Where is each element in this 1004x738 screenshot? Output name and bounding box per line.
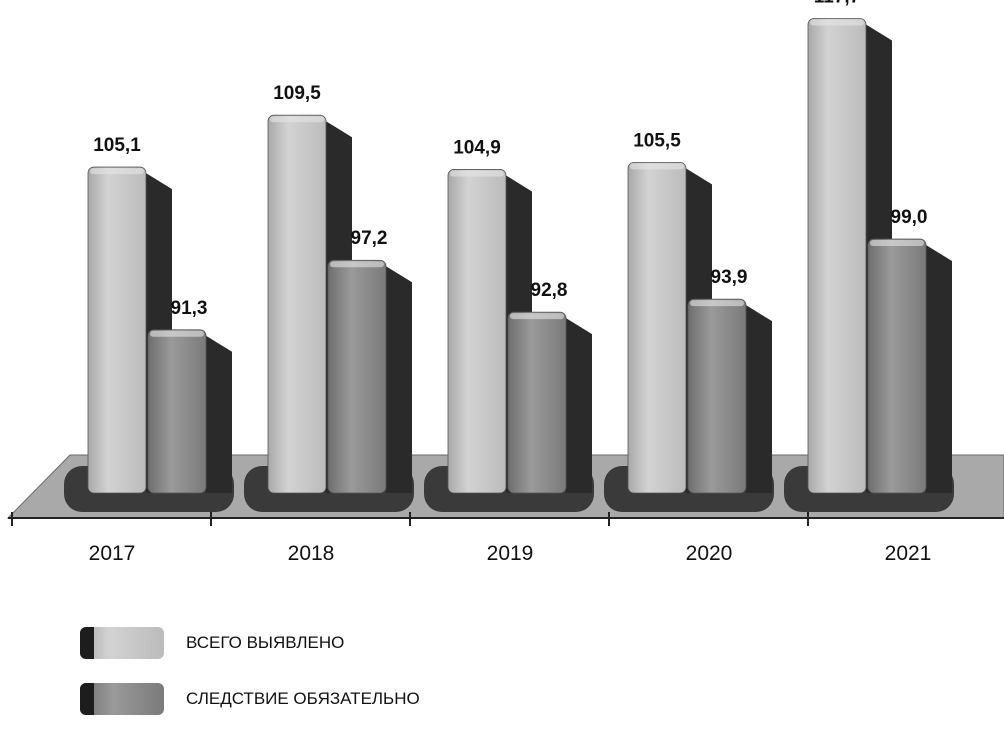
value-label: 105,5	[633, 130, 681, 151]
value-label: 109,5	[273, 83, 321, 104]
value-label: 93,9	[711, 267, 748, 288]
bar-2021-investigation	[867, 238, 952, 494]
bar-2018-investigation	[327, 259, 412, 494]
legend-swatch-total	[80, 627, 164, 659]
category-label: 2021	[885, 542, 932, 565]
legend-item-investigation: СЛЕДСТВИЕ ОБЯЗАТЕЛЬНО	[80, 682, 420, 716]
bar-chart: 105,1 91,3 109,5 97,2 104,9 92,8 105,5 93,9 117,…	[6, 0, 1004, 565]
category-label: 2017	[89, 542, 136, 565]
value-label: 104,9	[453, 137, 501, 158]
category-label: 2019	[487, 542, 534, 565]
category-label: 2020	[686, 542, 733, 565]
category-label: 2018	[288, 542, 335, 565]
value-label: 97,2	[351, 228, 388, 249]
value-label: 117,7	[814, 0, 861, 8]
value-label: 105,1	[93, 135, 141, 156]
legend-swatch-investigation	[80, 683, 164, 715]
bar-2019-investigation	[507, 311, 592, 494]
value-label: 91,3	[171, 298, 208, 319]
bar-2020-investigation	[687, 298, 772, 494]
legend: ВСЕГО ВЫЯВЛЕНО СЛЕДСТВИЕ ОБЯЗАТЕЛЬНО	[80, 626, 420, 738]
legend-label-total: ВСЕГО ВЫЯВЛЕНО	[186, 633, 345, 652]
value-label: 99,0	[891, 207, 928, 228]
legend-label-investigation: СЛЕДСТВИЕ ОБЯЗАТЕЛЬНО	[186, 689, 420, 708]
value-label: 92,8	[531, 280, 568, 301]
bar-2017-investigation	[147, 329, 232, 494]
legend-item-total: ВСЕГО ВЫЯВЛЕНО	[80, 626, 420, 660]
